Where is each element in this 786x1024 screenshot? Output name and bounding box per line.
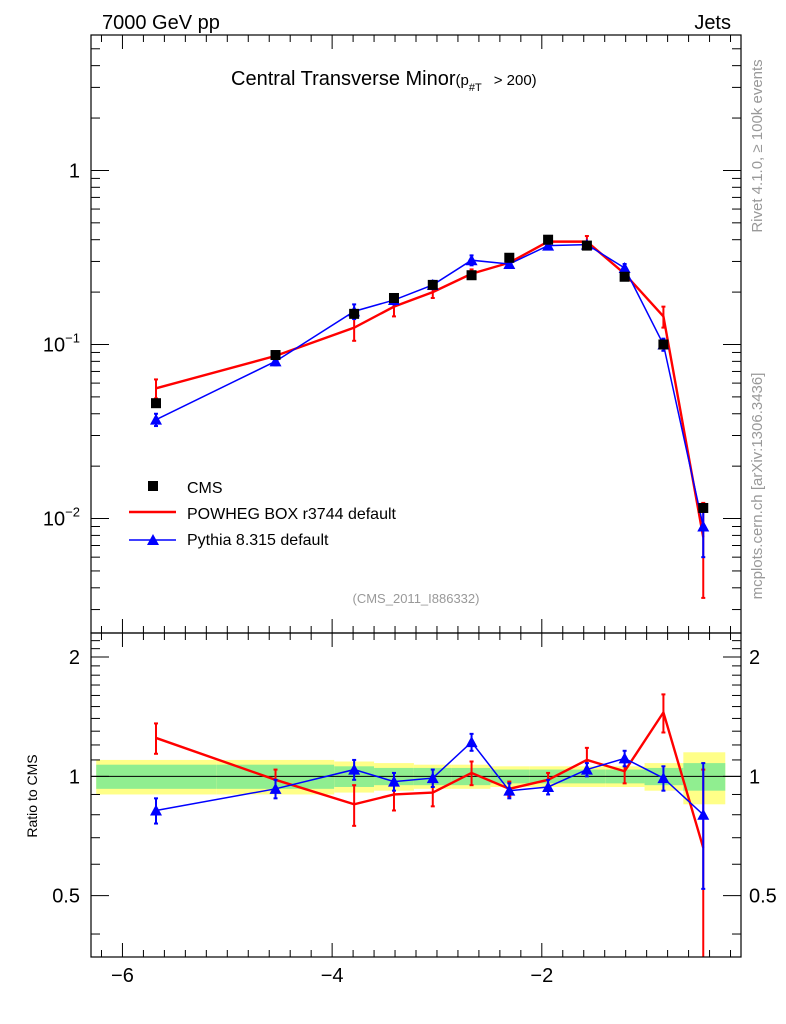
x-tick-label: −4 <box>321 965 344 987</box>
title-suffix: (p <box>456 72 469 89</box>
pythia-ratio-point <box>426 772 439 784</box>
legend-pythia-label: Pythia 8.315 default <box>187 532 329 549</box>
pythia-ratio-point <box>387 775 400 787</box>
cms-point <box>427 279 438 290</box>
ratio-tick-label-left: 1 <box>69 766 80 788</box>
pythia-line <box>155 243 704 527</box>
y-tick-base: 10 <box>43 334 65 356</box>
title-main: Central Transverse Minor <box>231 68 456 90</box>
y-tick-label: 1 <box>69 160 80 182</box>
pythia-point <box>269 355 282 367</box>
pythia-ratio-point <box>465 736 478 748</box>
pythia-point <box>465 254 478 266</box>
legend-powheg-label: POWHEG BOX r3744 default <box>187 506 397 523</box>
ratio-tick-label-left: 0.5 <box>52 886 80 908</box>
analysis-label: (CMS_2011_I886332) <box>353 591 480 606</box>
series-layer <box>150 234 710 957</box>
pythia-point <box>542 239 555 251</box>
ratio-tick-label-right: 2 <box>749 647 760 669</box>
pythia-ratio-point <box>580 763 593 775</box>
title-subscript: #T <box>469 82 482 94</box>
cms-point <box>349 308 360 319</box>
y-tick-label: 10−2 <box>43 505 80 531</box>
title-tail: > 200) <box>494 72 537 89</box>
y-tick-base: 1 <box>69 160 80 182</box>
cms-point <box>581 240 592 251</box>
pythia-point <box>150 413 162 425</box>
cms-point <box>658 339 669 350</box>
cms-point <box>698 502 709 513</box>
chart-title: Central Transverse Minor(p#T > 200) <box>231 68 537 94</box>
cms-point <box>543 234 554 245</box>
pythia-point <box>618 262 631 274</box>
y-tick-exponent: −1 <box>65 330 80 345</box>
cms-point <box>151 398 161 409</box>
ratio-tick-label-right: 1 <box>749 766 760 788</box>
ratio-axis-label: Ratio to CMS <box>24 754 40 837</box>
legend-cms-marker <box>148 481 158 491</box>
pythia-ratio-point <box>150 804 162 816</box>
ratio-tick-label-left: 2 <box>69 647 80 669</box>
pythia-ratio-point <box>657 772 670 784</box>
pythia-point <box>503 258 516 270</box>
y-tick-base: 10 <box>43 509 65 531</box>
cms-point <box>388 292 399 303</box>
cms-point <box>466 270 477 281</box>
process-label: Jets <box>694 12 731 34</box>
pythia-ratio-point <box>697 808 710 820</box>
rivet-version-label: Rivet 4.1.0, ≥ 100k events <box>749 59 766 232</box>
x-tick-label: −2 <box>530 965 553 987</box>
pythia-ratio-point <box>348 763 361 775</box>
ratio-tick-label-right: 0.5 <box>749 886 777 908</box>
mcplots-label: mcplots.cern.ch [arXiv:1306.3436] <box>749 373 766 600</box>
y-tick-exponent: −2 <box>65 505 80 520</box>
pythia-ratio-point <box>503 784 516 796</box>
legend-pythia-marker <box>147 534 159 545</box>
legend-cms-label: CMS <box>187 480 223 497</box>
ratio-band-inner <box>683 763 726 791</box>
x-tick-label: −6 <box>111 965 134 987</box>
cms-point <box>504 252 515 263</box>
pythia-ratio-point <box>618 752 631 764</box>
ratio-frame <box>90 632 742 958</box>
axes-layer <box>90 34 742 958</box>
legend: CMS POWHEG BOX r3744 default Pythia 8.31… <box>129 480 397 549</box>
pythia-ratio-point <box>542 780 555 792</box>
y-tick-label: 10−1 <box>43 330 80 356</box>
pythia-ratio-line <box>155 741 704 816</box>
energy-label: 7000 GeV pp <box>102 12 220 34</box>
pythia-ratio-point <box>269 782 282 794</box>
cms-point <box>619 271 630 282</box>
pythia-point <box>697 520 710 532</box>
cms-point <box>270 350 281 361</box>
